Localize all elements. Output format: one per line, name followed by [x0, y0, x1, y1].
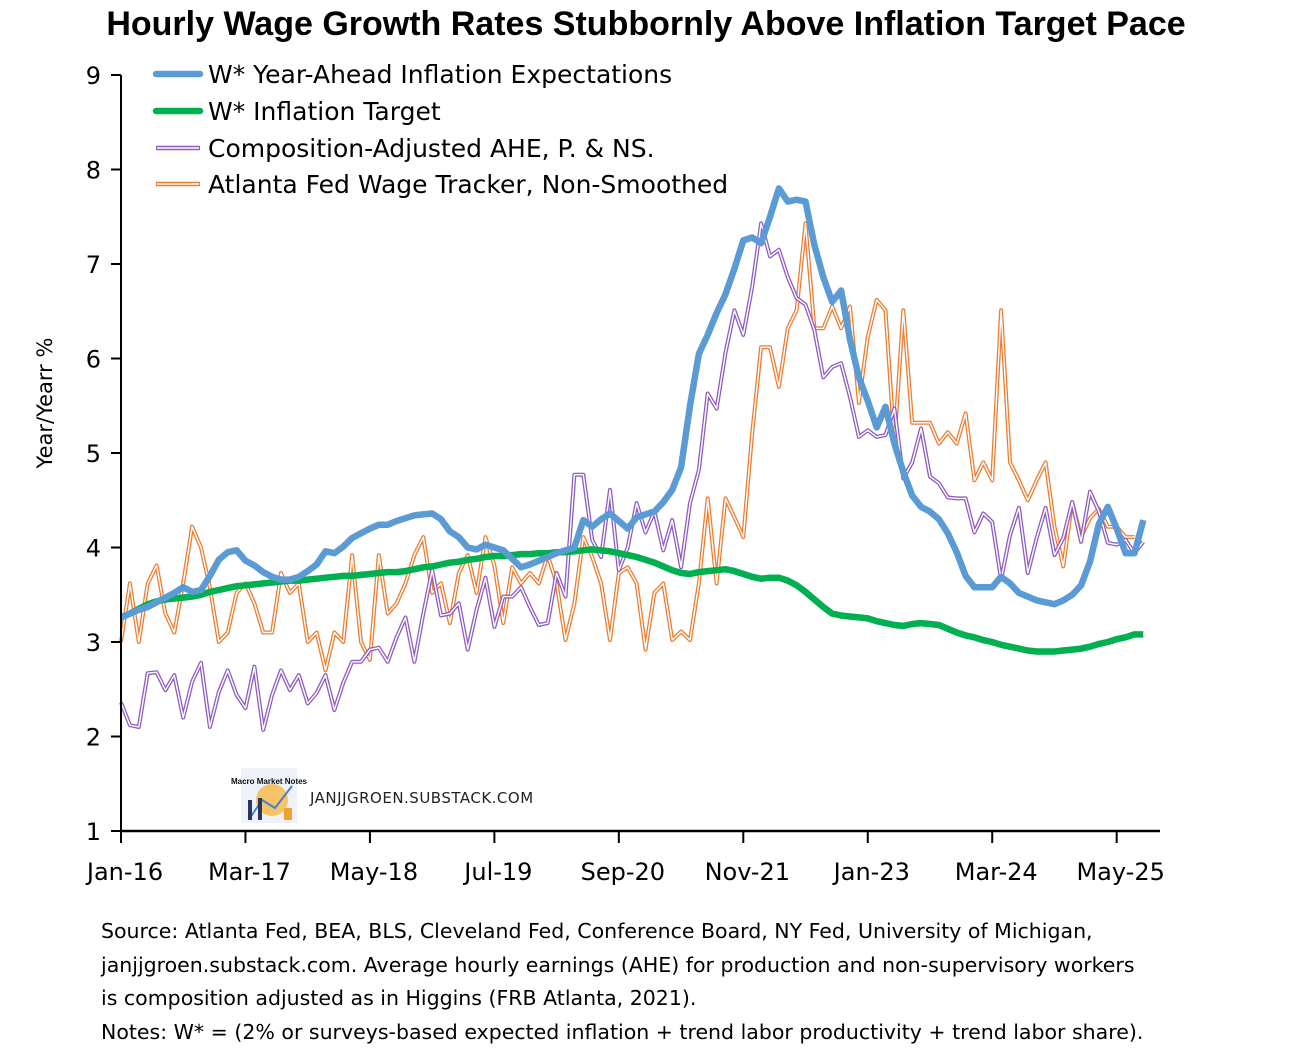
y-axis-label: Year/Yearr %	[33, 338, 57, 470]
footnote-line: janjjgroen.substack.com. Average hourly …	[100, 953, 1135, 977]
series-w-inflation-target	[119, 546, 1144, 655]
legend-label: Atlanta Fed Wage Tracker, Non-Smoothed	[208, 170, 728, 199]
logo-text: Macro Market Notes	[231, 777, 308, 786]
plot-area	[119, 185, 1147, 732]
y-tick-label: 9	[86, 62, 101, 90]
x-tick-label: Jul-19	[462, 858, 532, 886]
y-tick-label: 8	[86, 157, 101, 185]
y-tick-label: 2	[86, 724, 101, 752]
legend-label: Composition-Adjusted AHE, P. & NS.	[208, 134, 655, 163]
footnote-line: Source: Atlanta Fed, BEA, BLS, Cleveland…	[101, 919, 1093, 943]
x-tick-label: Sep-20	[581, 858, 665, 886]
y-tick-label: 1	[86, 818, 101, 846]
watermark-site: JANJJGROEN.SUBSTACK.COM	[309, 789, 534, 807]
series-line	[119, 221, 1135, 673]
x-tick-label: Nov-21	[705, 858, 790, 886]
x-ticks: Jan-16 Mar-17 May-18 Jul-19 Sep-20 Nov-21 Jan-…	[85, 831, 1165, 886]
series-w-year-ahead-inflation-expectations	[119, 185, 1147, 621]
legend-item: W* Inflation Target	[152, 97, 441, 126]
x-tick-label: Mar-17	[208, 858, 291, 886]
x-tick-label: Mar-24	[955, 858, 1038, 886]
legend-item: W* Year-Ahead Inflation Expectations	[152, 60, 672, 89]
footnote-line: is composition adjusted as in Higgins (F…	[101, 986, 696, 1010]
series-atlanta-fed-wage-tracker-non-smoothed	[119, 221, 1135, 673]
legend: W* Year-Ahead Inflation Expectations W* I…	[152, 60, 728, 199]
watermark: Macro Market Notes JANJJGROEN.SUBSTACK.C…	[231, 768, 534, 823]
chart-title: Hourly Wage Growth Rates Stubbornly Abov…	[106, 5, 1185, 43]
y-tick-label: 6	[86, 346, 101, 374]
y-ticks: 1 2 3 4 5 6 7 8 9	[86, 62, 121, 846]
y-tick-label: 7	[86, 251, 101, 279]
footnote-line: Notes: W* = (2% or surveys-based expecte…	[101, 1020, 1143, 1044]
x-tick-label: Jan-23	[832, 858, 910, 886]
legend-item: Composition-Adjusted AHE, P. & NS.	[156, 134, 655, 163]
x-tick-label: May-25	[1076, 858, 1164, 886]
legend-item: Atlanta Fed Wage Tracker, Non-Smoothed	[156, 170, 728, 199]
logo: Macro Market Notes	[231, 768, 308, 823]
x-tick-label: Jan-16	[85, 858, 163, 886]
series-line-inner	[120, 222, 1135, 672]
x-tick-label: May-18	[330, 858, 418, 886]
series-line	[119, 546, 1144, 655]
series-line	[119, 185, 1147, 621]
footnote: Source: Atlanta Fed, BEA, BLS, Cleveland…	[100, 919, 1143, 1044]
legend-label: W* Inflation Target	[208, 97, 441, 126]
legend-label: W* Year-Ahead Inflation Expectations	[208, 60, 672, 89]
y-tick-label: 5	[86, 440, 101, 468]
y-tick-label: 4	[86, 535, 101, 563]
y-tick-label: 3	[86, 629, 101, 657]
